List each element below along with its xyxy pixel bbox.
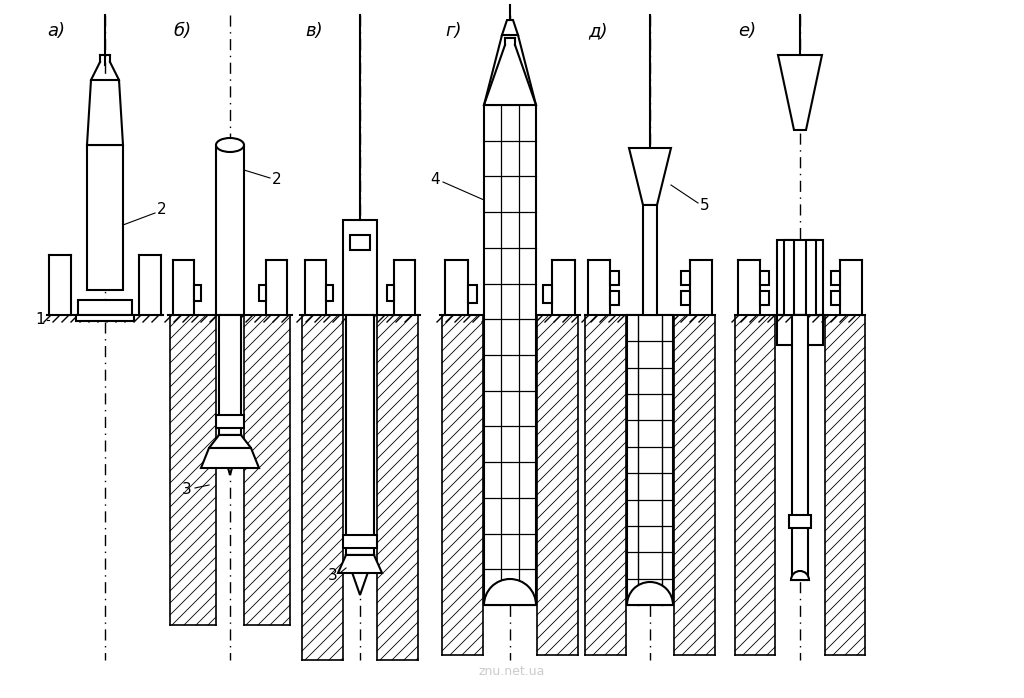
Bar bbox=[760, 271, 769, 285]
Bar bbox=[442, 315, 483, 655]
Bar bbox=[792, 315, 808, 580]
Bar bbox=[784, 240, 794, 315]
Bar bbox=[216, 145, 244, 315]
Bar bbox=[681, 271, 690, 285]
Text: 5: 5 bbox=[700, 198, 710, 212]
Bar bbox=[194, 285, 201, 301]
Polygon shape bbox=[502, 20, 518, 35]
Bar bbox=[610, 271, 618, 285]
Text: г): г) bbox=[445, 22, 462, 40]
Bar bbox=[343, 220, 377, 315]
Bar bbox=[831, 271, 840, 285]
Bar bbox=[78, 300, 132, 315]
Bar bbox=[76, 315, 134, 321]
Bar bbox=[87, 145, 123, 290]
Bar bbox=[543, 285, 552, 303]
Bar bbox=[735, 315, 775, 655]
Bar bbox=[777, 240, 823, 315]
Bar bbox=[760, 291, 769, 305]
Text: 4: 4 bbox=[430, 172, 440, 188]
Bar bbox=[777, 315, 823, 345]
Bar bbox=[831, 291, 840, 305]
Polygon shape bbox=[346, 555, 374, 595]
Ellipse shape bbox=[216, 138, 244, 152]
Text: 2: 2 bbox=[157, 202, 167, 218]
Bar bbox=[302, 315, 343, 660]
Text: е): е) bbox=[738, 22, 756, 40]
Bar bbox=[484, 105, 536, 605]
Polygon shape bbox=[201, 448, 259, 468]
Polygon shape bbox=[484, 35, 536, 105]
Bar bbox=[343, 535, 377, 548]
Text: 3: 3 bbox=[329, 567, 338, 583]
Bar bbox=[346, 315, 374, 555]
Wedge shape bbox=[484, 579, 536, 605]
Bar bbox=[674, 315, 715, 655]
Bar bbox=[825, 315, 865, 655]
Polygon shape bbox=[219, 435, 241, 475]
Text: 3: 3 bbox=[182, 482, 193, 498]
Bar bbox=[610, 291, 618, 305]
Text: 2: 2 bbox=[272, 172, 282, 188]
Bar bbox=[627, 315, 673, 605]
Bar bbox=[790, 515, 811, 528]
Bar bbox=[259, 285, 266, 301]
Bar bbox=[244, 315, 290, 625]
Wedge shape bbox=[627, 582, 673, 605]
Wedge shape bbox=[791, 571, 809, 580]
Text: znu.net.ua: znu.net.ua bbox=[479, 665, 545, 678]
Polygon shape bbox=[338, 555, 382, 573]
Bar bbox=[585, 315, 626, 655]
Bar bbox=[219, 315, 241, 435]
Bar bbox=[806, 240, 816, 315]
Text: б): б) bbox=[173, 22, 191, 40]
Bar bbox=[537, 315, 578, 655]
Polygon shape bbox=[778, 55, 822, 130]
Bar bbox=[326, 285, 333, 301]
Text: 1: 1 bbox=[36, 313, 45, 327]
Bar bbox=[216, 415, 244, 428]
Text: а): а) bbox=[47, 22, 65, 40]
Bar bbox=[377, 315, 418, 660]
Bar bbox=[170, 315, 216, 625]
Text: д): д) bbox=[588, 22, 607, 40]
Polygon shape bbox=[87, 80, 123, 145]
Bar bbox=[681, 291, 690, 305]
Text: в): в) bbox=[305, 22, 323, 40]
Polygon shape bbox=[629, 148, 671, 205]
Bar bbox=[350, 235, 370, 250]
Bar bbox=[643, 205, 657, 315]
Bar bbox=[468, 285, 477, 303]
Bar bbox=[387, 285, 394, 301]
Polygon shape bbox=[209, 435, 251, 448]
